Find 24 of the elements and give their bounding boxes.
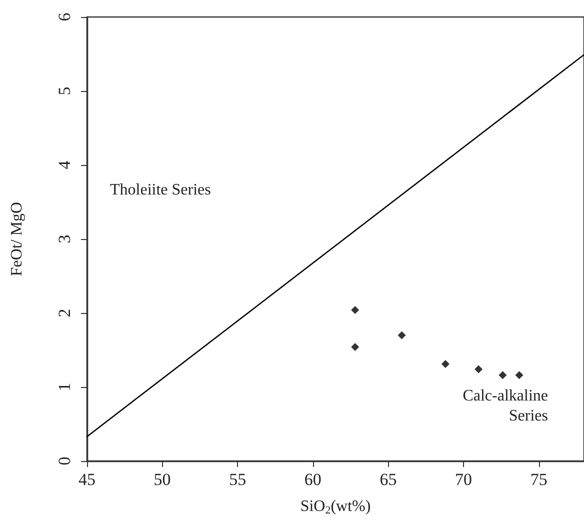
- x-tick-label: 45: [78, 470, 96, 489]
- x-tick-label: 75: [530, 470, 548, 489]
- y-tick-label: 1: [55, 382, 74, 392]
- y-tick-label: 6: [55, 12, 74, 22]
- point: [515, 371, 524, 380]
- y-tick-label: 0: [55, 456, 74, 466]
- y-axis-title: FeOt/ MgO: [8, 202, 26, 276]
- point: [441, 360, 450, 368]
- y-tick-label: 4: [55, 160, 74, 170]
- y-tick-label: 3: [55, 234, 74, 244]
- y-tick-label: 5: [55, 86, 74, 96]
- annotation: Calc-alkaline Series: [462, 388, 548, 424]
- point: [474, 365, 483, 374]
- annotation: Tholeiite Series: [110, 182, 211, 198]
- x-tick-label: 60: [304, 470, 322, 489]
- x-tick-label: 65: [380, 470, 397, 489]
- point: [351, 306, 360, 314]
- x-tick-label: 50: [154, 470, 171, 489]
- point: [351, 343, 360, 352]
- y-tick-label: 2: [55, 308, 74, 318]
- x-tick-label: 70: [455, 470, 472, 489]
- point: [498, 371, 507, 380]
- x-tick-label: 55: [229, 470, 246, 489]
- point: [398, 331, 406, 340]
